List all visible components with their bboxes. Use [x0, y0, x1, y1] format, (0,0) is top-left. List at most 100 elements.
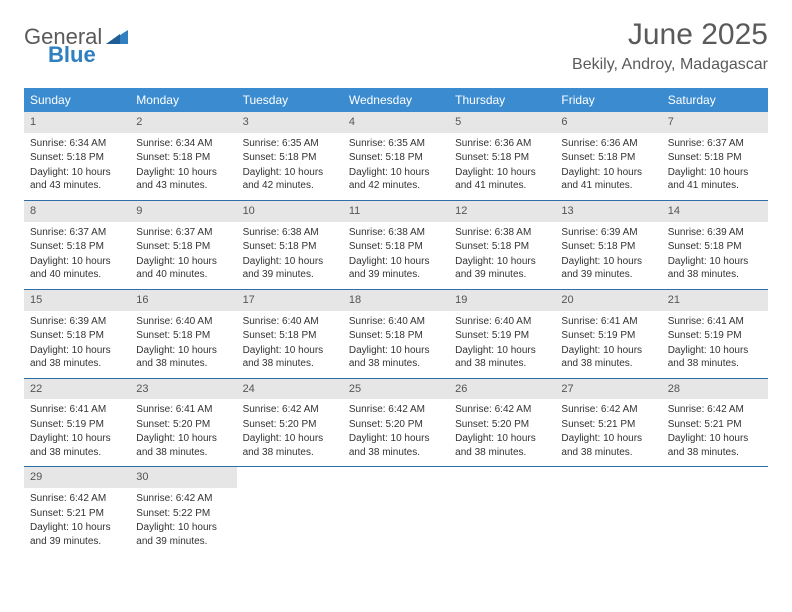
sunset-line: Sunset: 5:18 PM: [561, 151, 655, 165]
sunrise-line: Sunrise: 6:35 AM: [243, 137, 337, 151]
daylight-line: Daylight: 10 hours and 38 minutes.: [30, 344, 124, 371]
day-number: 19: [449, 290, 555, 311]
day-body: Sunrise: 6:41 AMSunset: 5:20 PMDaylight:…: [130, 403, 236, 459]
day-number: 15: [24, 290, 130, 311]
sunset-line: Sunset: 5:18 PM: [30, 151, 124, 165]
daylight-line: Daylight: 10 hours and 43 minutes.: [136, 166, 230, 193]
day-body: Sunrise: 6:35 AMSunset: 5:18 PMDaylight:…: [237, 137, 343, 193]
daylight-line: Daylight: 10 hours and 40 minutes.: [30, 255, 124, 282]
day-cell: 29Sunrise: 6:42 AMSunset: 5:21 PMDayligh…: [24, 467, 130, 555]
dow-cell: Sunday: [24, 88, 130, 112]
daylight-line: Daylight: 10 hours and 38 minutes.: [349, 432, 443, 459]
day-number: 21: [662, 290, 768, 311]
day-body: Sunrise: 6:36 AMSunset: 5:18 PMDaylight:…: [449, 137, 555, 193]
daylight-line: Daylight: 10 hours and 39 minutes.: [136, 521, 230, 548]
day-cell: 3Sunrise: 6:35 AMSunset: 5:18 PMDaylight…: [237, 112, 343, 200]
sunset-line: Sunset: 5:20 PM: [243, 418, 337, 432]
sunset-line: Sunset: 5:18 PM: [243, 151, 337, 165]
day-body: Sunrise: 6:39 AMSunset: 5:18 PMDaylight:…: [24, 315, 130, 371]
day-number: 6: [555, 112, 661, 133]
sunrise-line: Sunrise: 6:34 AM: [30, 137, 124, 151]
month-title: June 2025: [572, 18, 768, 52]
day-cell: [237, 467, 343, 555]
sunrise-line: Sunrise: 6:39 AM: [30, 315, 124, 329]
sunrise-line: Sunrise: 6:40 AM: [455, 315, 549, 329]
day-cell: [662, 467, 768, 555]
sunset-line: Sunset: 5:18 PM: [561, 240, 655, 254]
day-body: Sunrise: 6:39 AMSunset: 5:18 PMDaylight:…: [662, 226, 768, 282]
daylight-line: Daylight: 10 hours and 41 minutes.: [561, 166, 655, 193]
sunset-line: Sunset: 5:18 PM: [455, 240, 549, 254]
week-row: 22Sunrise: 6:41 AMSunset: 5:19 PMDayligh…: [24, 379, 768, 468]
day-cell: 23 Sunrise: 6:41 AMSunset: 5:20 PMDayligh…: [130, 379, 236, 467]
calendar-body: 1Sunrise: 6:34 AMSunset: 5:18 PMDaylight…: [24, 112, 768, 555]
day-number: 16: [130, 290, 236, 311]
day-number: 2: [130, 112, 236, 133]
daylight-line: Daylight: 10 hours and 43 minutes.: [30, 166, 124, 193]
sunrise-line: Sunrise: 6:39 AM: [668, 226, 762, 240]
week-row: 29Sunrise: 6:42 AMSunset: 5:21 PMDayligh…: [24, 467, 768, 555]
sunrise-line: Sunrise: 6:41 AM: [30, 403, 124, 417]
day-body: Sunrise: 6:38 AMSunset: 5:18 PMDaylight:…: [237, 226, 343, 282]
day-body: Sunrise: 6:42 AMSunset: 5:21 PMDaylight:…: [662, 403, 768, 459]
sunrise-line: Sunrise: 6:42 AM: [455, 403, 549, 417]
day-cell: 1Sunrise: 6:34 AMSunset: 5:18 PMDaylight…: [24, 112, 130, 200]
title-block: June 2025 Bekily, Androy, Madagascar: [572, 18, 768, 74]
daylight-line: Daylight: 10 hours and 38 minutes.: [243, 344, 337, 371]
day-cell: 17Sunrise: 6:40 AMSunset: 5:18 PMDayligh…: [237, 290, 343, 378]
day-cell: 12Sunrise: 6:38 AMSunset: 5:18 PMDayligh…: [449, 201, 555, 289]
sunset-line: Sunset: 5:19 PM: [561, 329, 655, 343]
daylight-line: Daylight: 10 hours and 39 minutes.: [349, 255, 443, 282]
day-cell: 16Sunrise: 6:40 AMSunset: 5:18 PMDayligh…: [130, 290, 236, 378]
day-body: Sunrise: 6:41 AMSunset: 5:19 PMDaylight:…: [24, 403, 130, 459]
day-body: Sunrise: 6:41 AMSunset: 5:19 PMDaylight:…: [662, 315, 768, 371]
sunset-line: Sunset: 5:18 PM: [668, 240, 762, 254]
day-cell: 2 Sunrise: 6:34 AMSunset: 5:18 PMDaylight…: [130, 112, 236, 200]
sunrise-line: Sunrise: 6:39 AM: [561, 226, 655, 240]
day-number: 12: [449, 201, 555, 222]
day-cell: 30Sunrise: 6:42 AMSunset: 5:22 PMDayligh…: [130, 467, 236, 555]
daylight-line: Daylight: 10 hours and 39 minutes.: [455, 255, 549, 282]
day-body: Sunrise: 6:34 AMSunset: 5:18 PMDaylight:…: [130, 137, 236, 193]
sunset-line: Sunset: 5:20 PM: [455, 418, 549, 432]
sunset-line: Sunset: 5:18 PM: [136, 151, 230, 165]
calendar: SundayMondayTuesdayWednesdayThursdayFrid…: [24, 88, 768, 555]
sunset-line: Sunset: 5:20 PM: [349, 418, 443, 432]
sunrise-line: Sunrise: 6:37 AM: [136, 226, 230, 240]
logo-text-b: Blue: [48, 42, 96, 68]
daylight-line: Daylight: 10 hours and 42 minutes.: [243, 166, 337, 193]
day-number: 23: [130, 379, 236, 400]
week-row: 15Sunrise: 6:39 AMSunset: 5:18 PMDayligh…: [24, 290, 768, 379]
day-body: Sunrise: 6:37 AMSunset: 5:18 PMDaylight:…: [24, 226, 130, 282]
sunrise-line: Sunrise: 6:40 AM: [136, 315, 230, 329]
day-cell: 27Sunrise: 6:42 AMSunset: 5:21 PMDayligh…: [555, 379, 661, 467]
day-cell: [449, 467, 555, 555]
dow-cell: Wednesday: [343, 88, 449, 112]
dow-cell: Monday: [130, 88, 236, 112]
day-number: 17: [237, 290, 343, 311]
daylight-line: Daylight: 10 hours and 38 minutes.: [243, 432, 337, 459]
day-cell: 22 Sunrise: 6:41 AMSunset: 5:19 PMDayligh…: [24, 379, 130, 467]
sunset-line: Sunset: 5:18 PM: [668, 151, 762, 165]
sunset-line: Sunset: 5:19 PM: [668, 329, 762, 343]
sunset-line: Sunset: 5:19 PM: [30, 418, 124, 432]
day-number: 22: [24, 379, 130, 400]
sunset-line: Sunset: 5:18 PM: [243, 240, 337, 254]
daylight-line: Daylight: 10 hours and 38 minutes.: [136, 344, 230, 371]
day-number: 30: [130, 467, 236, 488]
day-number: 5: [449, 112, 555, 133]
daylight-line: Daylight: 10 hours and 38 minutes.: [561, 432, 655, 459]
day-cell: 15 Sunrise: 6:39 AMSunset: 5:18 PMDayligh…: [24, 290, 130, 378]
day-body: Sunrise: 6:37 AMSunset: 5:18 PMDaylight:…: [662, 137, 768, 193]
daylight-line: Daylight: 10 hours and 38 minutes.: [668, 344, 762, 371]
day-body: Sunrise: 6:42 AMSunset: 5:20 PMDaylight:…: [449, 403, 555, 459]
daylight-line: Daylight: 10 hours and 38 minutes.: [455, 432, 549, 459]
sunset-line: Sunset: 5:18 PM: [349, 329, 443, 343]
dow-cell: Friday: [555, 88, 661, 112]
day-cell: 5 Sunrise: 6:36 AMSunset: 5:18 PMDaylight…: [449, 112, 555, 200]
day-cell: 14Sunrise: 6:39 AMSunset: 5:18 PMDayligh…: [662, 201, 768, 289]
day-body: Sunrise: 6:38 AMSunset: 5:18 PMDaylight:…: [343, 226, 449, 282]
sunrise-line: Sunrise: 6:42 AM: [136, 492, 230, 506]
day-cell: 26Sunrise: 6:42 AMSunset: 5:20 PMDayligh…: [449, 379, 555, 467]
day-body: Sunrise: 6:40 AMSunset: 5:19 PMDaylight:…: [449, 315, 555, 371]
